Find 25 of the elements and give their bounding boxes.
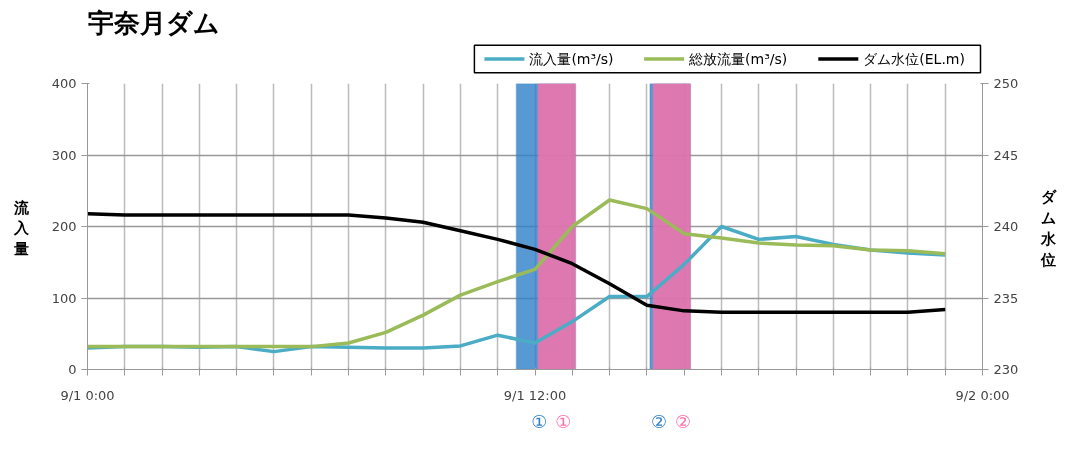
line-series [87,198,947,349]
y2-tick-label: 245 [993,147,1019,163]
band-label: ② [650,411,668,432]
y2-tick-label: 250 [993,76,1019,91]
x-tick-label: 9/1 0:00 [60,387,115,403]
x-tick-label: 9/1 12:00 [503,387,567,403]
y2-tick-label: 235 [993,290,1019,306]
y2-axis-title: ダム水位 [1040,188,1057,269]
y-tick-label: 200 [51,219,77,234]
y-tick-label: 400 [51,76,77,91]
band-label: ① [531,411,548,432]
y2-tick-label: 230 [993,362,1019,377]
y2-tick-label: 240 [993,219,1019,234]
band-label: ② [674,411,692,432]
legend-label: ダム水位(EL.m) [863,51,965,67]
line-series [87,211,947,315]
y-tick-label: 0 [68,362,77,377]
legend-label: 流入量(m³/s) [529,51,614,67]
legend-label: 総放流量(m³/s) [688,51,788,67]
chart-title: 宇奈月ダム [87,7,220,38]
y-tick-label: 100 [51,290,77,306]
y-axis-title: 流入量 [13,198,30,259]
y-tick-label: 300 [51,147,77,163]
x-tick-label: 9/2 0:00 [955,387,1010,403]
band-label: ① [555,411,572,432]
